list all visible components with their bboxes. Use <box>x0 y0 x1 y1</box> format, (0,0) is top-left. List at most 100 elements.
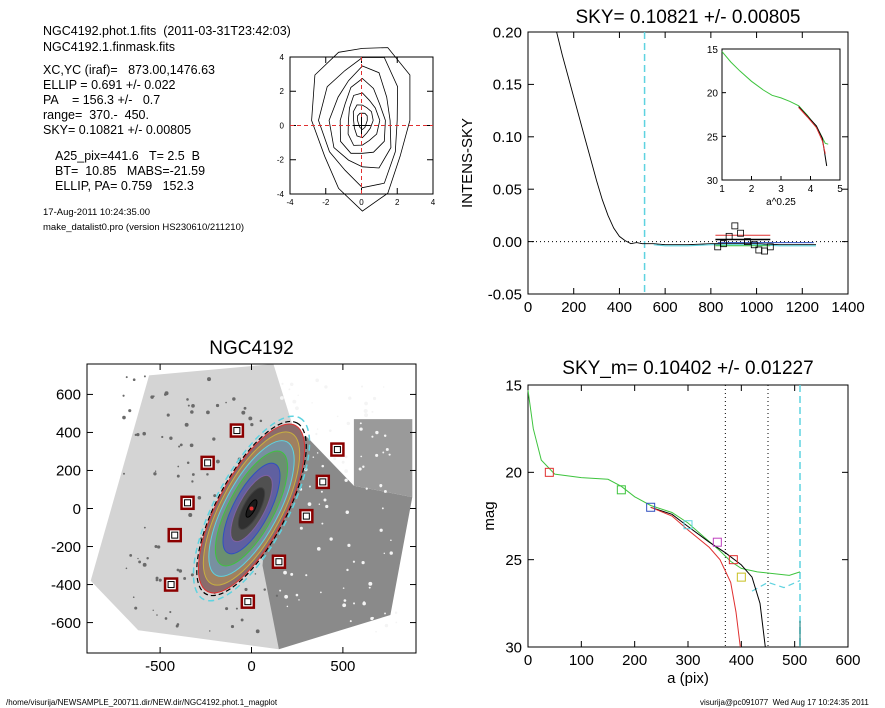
field-speckle <box>345 510 350 514</box>
contour-x-tick-label: 0 <box>359 198 364 207</box>
mag-marker <box>616 485 626 495</box>
field-speckle <box>362 465 365 468</box>
field-speckle <box>186 461 190 465</box>
field-speckle <box>244 587 248 592</box>
program-version: make_datalist0.pro (version HS230610/211… <box>43 222 245 233</box>
image-y-tick-label: 600 <box>56 387 81 404</box>
field-speckle <box>187 404 190 407</box>
field-speckle <box>132 596 135 598</box>
mag-marker <box>646 502 656 512</box>
field-speckle <box>316 547 321 551</box>
contour-y-tick-label: -4 <box>277 190 285 199</box>
sky-y-tick-label: 0.15 <box>493 77 522 94</box>
field-speckle <box>381 507 384 510</box>
field-speckle <box>281 382 284 385</box>
inset-y-tick-label: 20 <box>707 89 719 100</box>
mag-x-tick-label: 300 <box>675 652 700 669</box>
mask-box <box>167 527 182 543</box>
field-speckle <box>316 452 319 454</box>
mag-green-profile <box>527 390 801 576</box>
field-speckle <box>320 591 322 594</box>
magnitude-profile-plot: SKY_m= 0.10402 +/- 0.01227 a (pix) mag 0 100… <box>481 358 861 687</box>
field-speckle <box>179 443 183 447</box>
field-speckle <box>125 567 128 570</box>
field-speckle <box>250 423 254 427</box>
field-speckle <box>297 394 299 397</box>
mask-box <box>180 495 195 511</box>
field-speckle <box>315 432 318 436</box>
field-speckle <box>383 552 386 555</box>
field-speckle <box>184 422 189 427</box>
field-speckle <box>175 624 179 628</box>
field-speckle <box>279 396 284 400</box>
mask-box-inner <box>233 427 241 435</box>
field-speckle <box>138 560 142 564</box>
contour-x-tick-label: -2 <box>322 198 330 207</box>
field-speckle <box>394 611 398 615</box>
footer-path: /home/visurija/NEWSAMPLE_200711.dir/NEW.… <box>6 698 278 707</box>
field-speckle <box>225 401 227 404</box>
field-speckle <box>209 630 211 632</box>
inset-y-tick-label: 15 <box>707 45 719 56</box>
sky-y-tick-label: 0.00 <box>493 234 522 251</box>
field-speckle <box>190 573 194 577</box>
inset-y-tick-label: 25 <box>707 132 719 143</box>
isophote-ellipse <box>196 420 307 597</box>
field-speckle <box>188 512 193 517</box>
field-speckle <box>178 445 181 448</box>
galaxy-image-plot: NGC4192 -500 0 500 -600 -400 -200 0 200 400 600 <box>51 338 417 675</box>
field-speckle <box>358 467 362 471</box>
field-speckle <box>279 589 282 592</box>
field-speckle <box>243 406 247 410</box>
field-speckle <box>295 593 299 597</box>
contour-line <box>352 104 374 139</box>
field-speckle <box>150 395 154 399</box>
field-speckle <box>363 409 368 413</box>
field-speckle <box>206 473 209 476</box>
mag-title: SKY_m= 0.10402 +/- 0.01227 <box>562 358 813 379</box>
field-speckle <box>342 603 347 608</box>
field-speckle <box>305 574 308 577</box>
field-speckle <box>359 427 363 431</box>
field-speckle <box>128 409 132 413</box>
field-speckle <box>375 430 379 435</box>
image-title: NGC4192 <box>209 338 294 359</box>
field-speckle <box>290 382 294 387</box>
field-speckle <box>390 539 392 542</box>
mag-marker <box>712 537 722 547</box>
field-speckle <box>365 487 368 490</box>
field-speckle <box>368 586 371 589</box>
mask-box <box>240 594 256 609</box>
field-speckle <box>176 568 180 572</box>
field-speckle <box>353 602 356 605</box>
field-speckle <box>143 526 146 529</box>
field-speckle <box>134 606 138 610</box>
field-speckle <box>240 618 244 622</box>
field-speckle <box>325 504 329 509</box>
field-speckle <box>191 473 195 476</box>
field-speckle <box>320 490 323 493</box>
field-speckle <box>263 588 266 591</box>
mask-box <box>271 554 287 569</box>
field-speckle <box>375 630 377 633</box>
field-speckle <box>298 599 300 601</box>
mag-marker <box>683 520 693 530</box>
contour-line <box>357 112 368 131</box>
mask-box-inner <box>171 531 179 539</box>
field-speckle <box>329 537 333 541</box>
field-speckle <box>349 620 352 623</box>
inset-y-tick-label: 30 <box>707 176 719 187</box>
image-x-tick-label: 0 <box>247 658 255 675</box>
contour-x-tick-label: 2 <box>395 198 400 207</box>
field-speckle <box>288 388 291 391</box>
field-speckle <box>364 401 368 406</box>
field-speckle <box>186 398 189 401</box>
field-speckle <box>318 503 321 505</box>
field-speckle <box>371 435 374 438</box>
field-speckle <box>359 422 362 425</box>
galaxy-center <box>249 506 254 511</box>
field-speckle <box>122 472 125 475</box>
mag-xlabel: a (pix) <box>667 670 709 687</box>
mag-y-tick-label: 15 <box>505 377 522 394</box>
field-speckle <box>207 377 212 382</box>
